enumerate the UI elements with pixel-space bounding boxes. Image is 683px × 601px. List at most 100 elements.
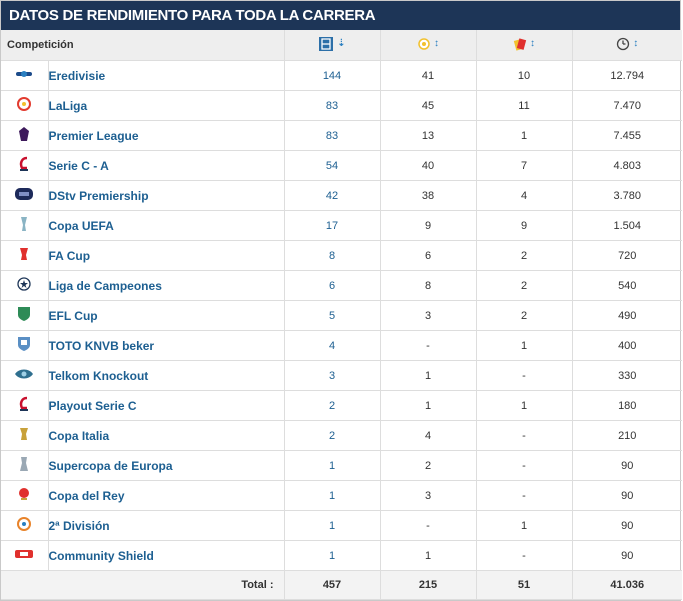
competition-link[interactable]: TOTO KNVB beker [48,338,155,353]
competition-link[interactable]: Serie C - A [48,158,109,173]
cards-header[interactable]: ↕ [475,30,572,61]
appearances-header[interactable]: ⇣ [283,30,380,61]
competition-name-cell: Copa Italia [47,420,284,451]
appearances-cell[interactable]: 83 [283,90,380,121]
cards-cell: - [475,480,572,511]
knvb-beker-logo-icon[interactable] [17,336,31,355]
competition-logo-cell [1,480,48,511]
appearances-cell[interactable]: 1 [283,480,380,511]
community-shield-logo-icon[interactable] [14,548,34,563]
appearances-cell[interactable]: 1 [283,510,380,541]
panel-title: DATOS DE RENDIMIENTO PARA TODA LA CARRER… [1,1,680,30]
appearances-cell[interactable]: 17 [283,210,380,241]
appearances-cell[interactable]: 83 [283,120,380,151]
appearances-cell[interactable]: 2 [283,390,380,421]
laliga-logo-icon[interactable] [17,97,32,114]
appearances-cell[interactable]: 42 [283,180,380,211]
uefa-cup-logo-icon[interactable] [19,216,29,235]
appearances-cell[interactable]: 2 [283,420,380,451]
table-row: Playout Serie C 2 1 1 180 [1,390,682,421]
goals-cell: 13 [379,120,476,151]
competition-link[interactable]: Community Shield [48,548,154,563]
minutes-cell: 330 [571,360,682,391]
competition-link[interactable]: LaLiga [48,98,88,113]
table-row: FA Cup 8 6 2 720 [1,240,682,271]
appearances-cell[interactable]: 1 [283,540,380,571]
goals-cell: 1 [379,540,476,571]
serie-c-logo-icon[interactable] [18,396,30,415]
segunda-division-logo-icon[interactable] [17,517,32,534]
goals-cell: 1 [379,390,476,421]
cards-cell: 10 [475,60,572,91]
appearances-cell[interactable]: 6 [283,270,380,301]
competition-logo-cell [1,180,48,211]
goals-header[interactable]: ↕ [379,30,476,61]
competition-link[interactable]: Liga de Campeones [48,278,162,293]
table-header-row: Competición ⇣ [1,30,682,61]
premier-league-logo-icon[interactable] [18,126,30,145]
eredivisie-logo-icon[interactable] [15,68,33,83]
goals-cell: 3 [379,480,476,511]
table-row: TOTO KNVB beker 4 - 1 400 [1,330,682,361]
appearances-cell[interactable]: 1 [283,450,380,481]
minutes-cell: 90 [571,510,682,541]
minutes-cell: 12.794 [571,60,682,91]
competition-link[interactable]: Eredivisie [48,68,106,83]
table-row: LaLiga 83 45 11 7.470 [1,90,682,121]
competition-link[interactable]: Copa Italia [48,428,110,443]
cards-cell: 1 [475,390,572,421]
appearances-cell[interactable]: 8 [283,240,380,271]
uefa-super-cup-logo-icon[interactable] [18,456,30,475]
cards-cell: - [475,420,572,451]
appearances-cell[interactable]: 4 [283,330,380,361]
appearances-cell[interactable]: 3 [283,360,380,391]
sort-icon: ⇣ [337,38,346,49]
goals-cell: 9 [379,210,476,241]
cards-cell: 1 [475,120,572,151]
competition-logo-cell [1,540,48,571]
cards-cell: 2 [475,240,572,271]
fa-cup-logo-icon[interactable] [18,246,30,265]
champions-league-logo-icon[interactable] [17,277,31,294]
table-row: Supercopa de Europa 1 2 - 90 [1,450,682,481]
minutes-cell: 720 [571,240,682,271]
table-row: DStv Premiership 42 38 4 3.780 [1,180,682,211]
dstv-premiership-logo-icon[interactable] [14,187,34,204]
competition-link[interactable]: Telkom Knockout [48,368,149,383]
cards-cell: 9 [475,210,572,241]
telkom-knockout-logo-icon[interactable] [14,368,34,383]
goals-cell: 3 [379,300,476,331]
efl-cup-logo-icon[interactable] [17,306,31,325]
competition-name-cell: Eredivisie [47,60,284,91]
competition-link[interactable]: Premier League [48,128,139,143]
minutes-cell: 1.504 [571,210,682,241]
copa-del-rey-logo-icon[interactable] [18,487,30,504]
appearances-cell[interactable]: 144 [283,60,380,91]
serie-c-logo-icon[interactable] [18,156,30,175]
appearances-cell[interactable]: 5 [283,300,380,331]
coppa-italia-logo-icon[interactable] [18,427,30,444]
table-row: Copa del Rey 1 3 - 90 [1,480,682,511]
cards-cell: 1 [475,330,572,361]
appearances-icon [319,36,334,51]
competition-link[interactable]: Copa UEFA [48,218,114,233]
table-row: Community Shield 1 1 - 90 [1,540,682,571]
competition-link[interactable]: Playout Serie C [48,398,137,413]
competition-link[interactable]: Copa del Rey [48,488,125,503]
table-row: Copa Italia 2 4 - 210 [1,420,682,451]
competition-link[interactable]: Supercopa de Europa [48,458,173,473]
cards-cell: 7 [475,150,572,181]
minutes-cell: 540 [571,270,682,301]
competition-link[interactable]: EFL Cup [48,308,98,323]
total-appearances: 457 [283,570,380,600]
appearances-cell[interactable]: 54 [283,150,380,181]
competition-link[interactable]: FA Cup [48,248,91,263]
minutes-header[interactable]: ↕ [571,30,682,61]
competition-link[interactable]: 2ª División [48,518,110,533]
competition-name-cell: Copa UEFA [47,210,284,241]
competition-name-cell: DStv Premiership [47,180,284,211]
goals-cell: - [379,510,476,541]
competition-link[interactable]: DStv Premiership [48,188,149,203]
goals-icon [418,37,430,50]
